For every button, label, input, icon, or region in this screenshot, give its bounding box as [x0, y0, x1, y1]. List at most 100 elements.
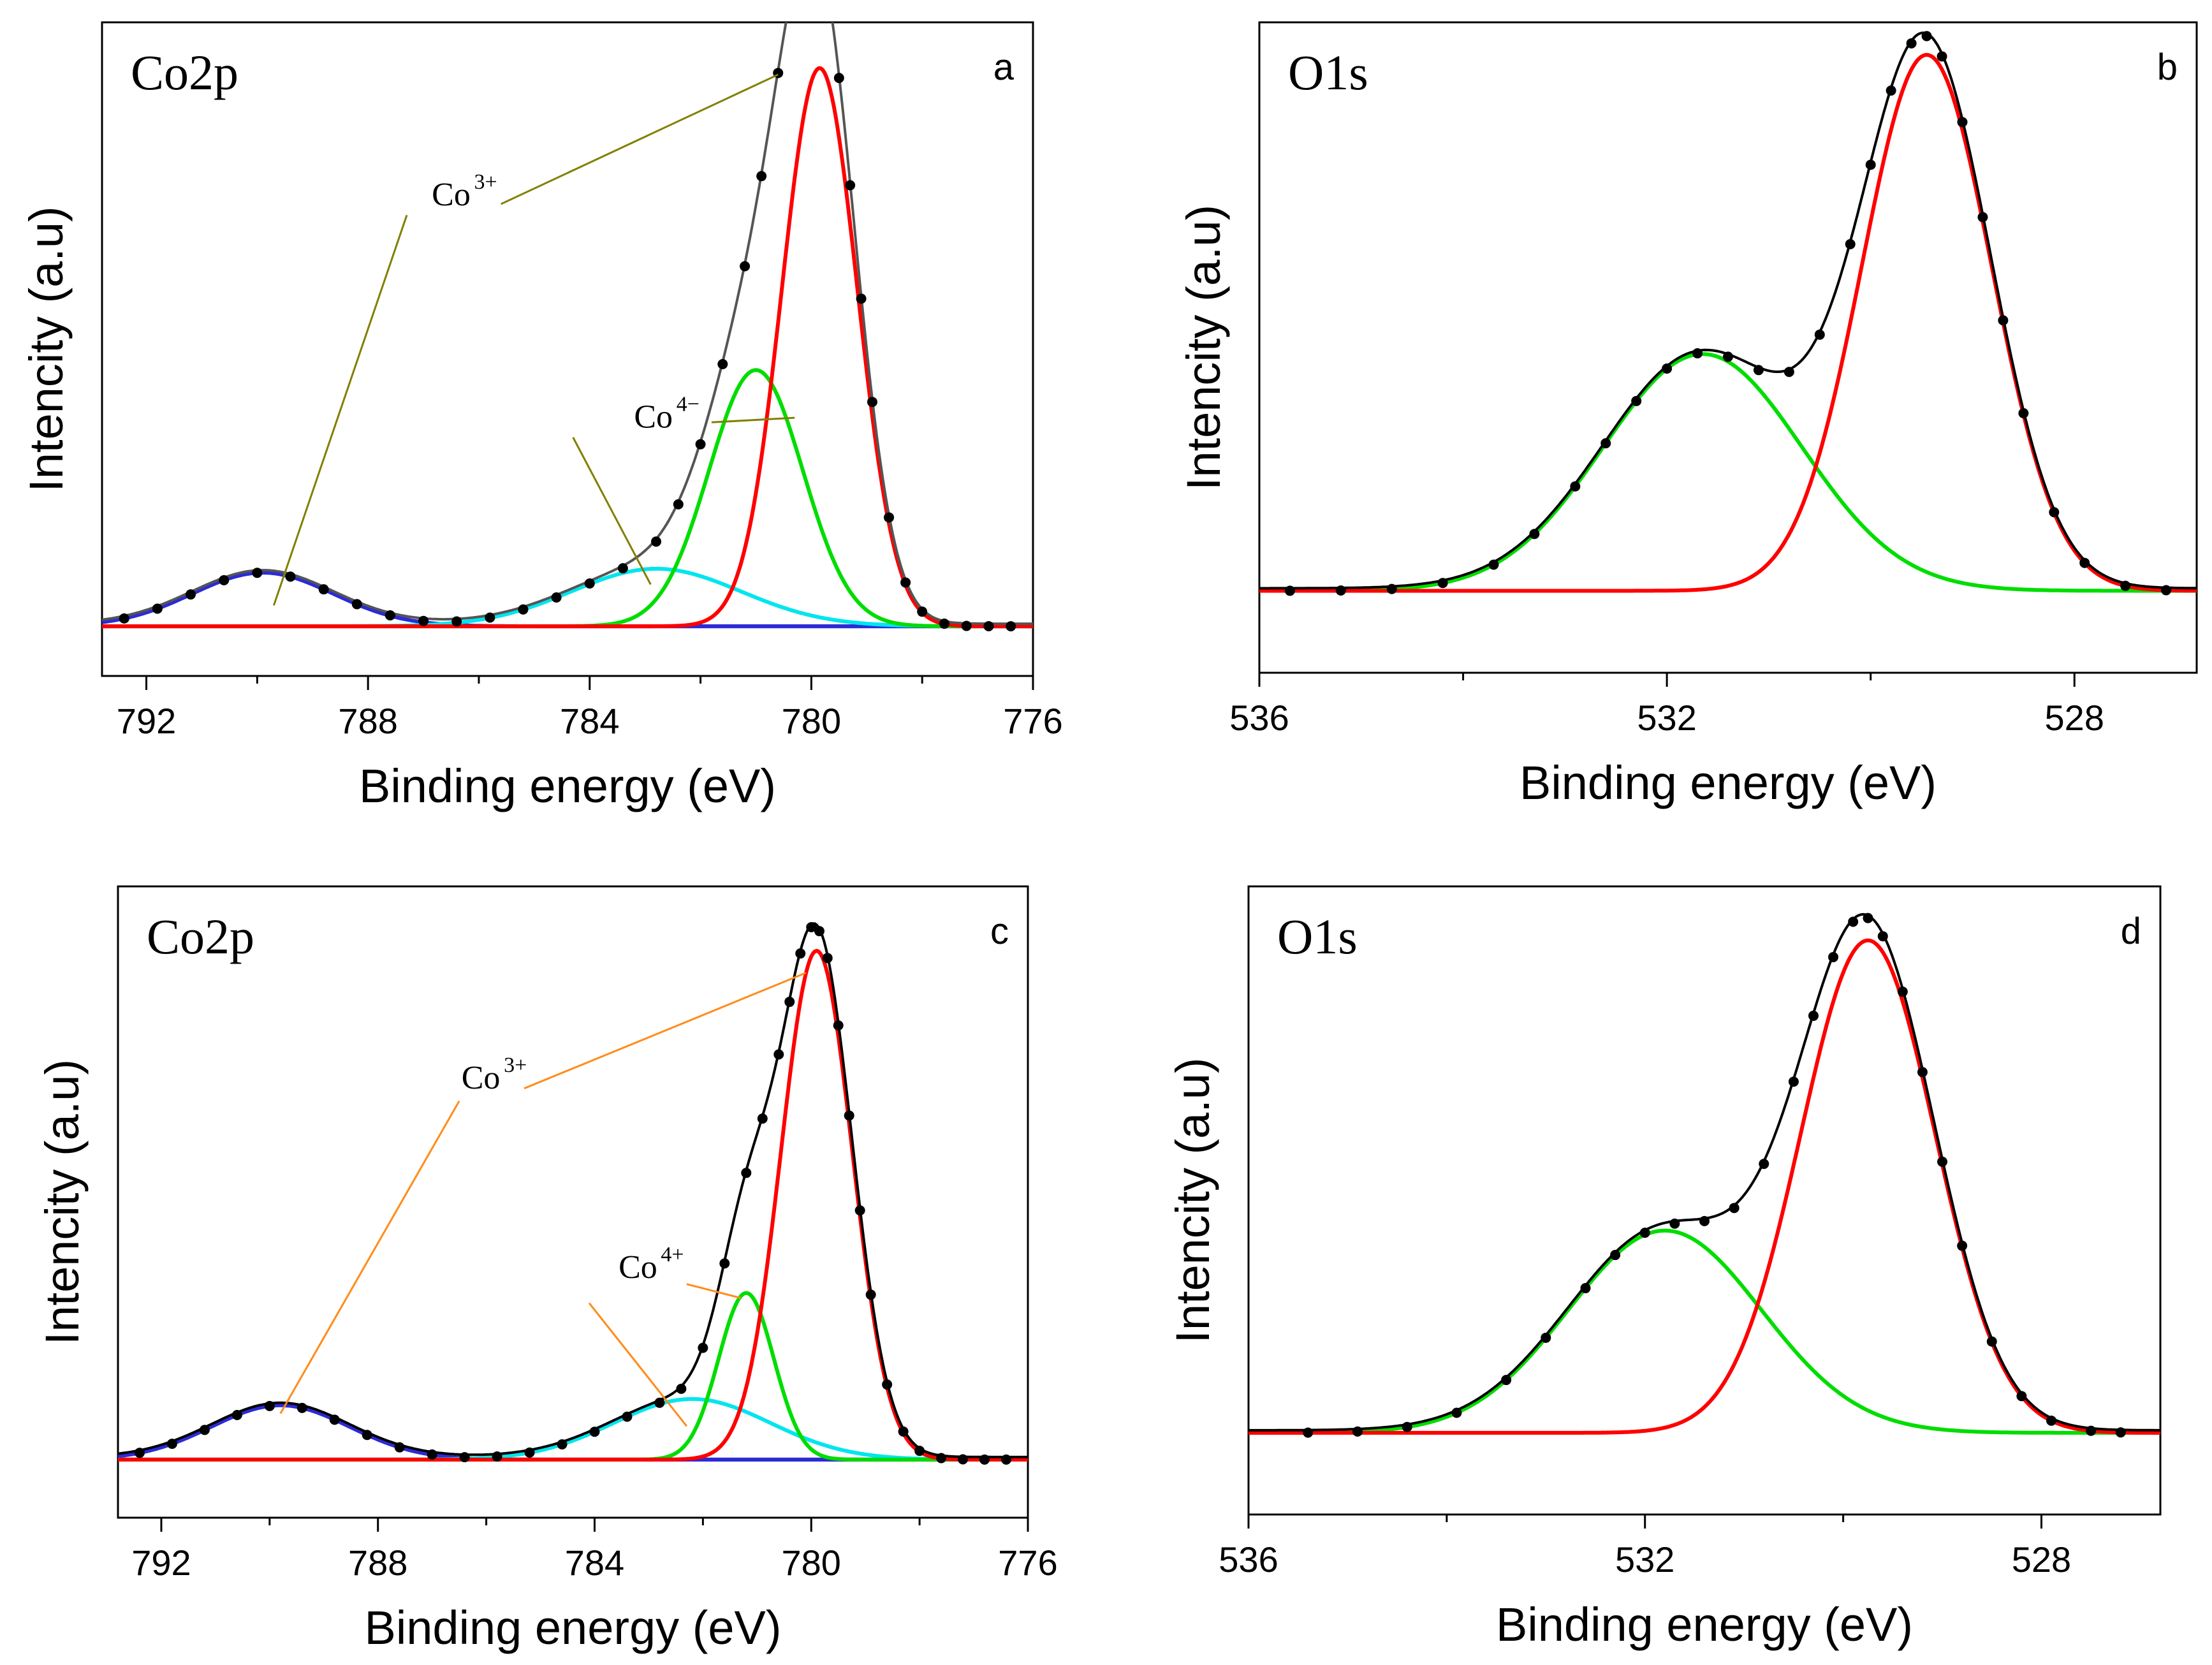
data-point	[1753, 365, 1764, 376]
y-axis-title: Intencity (a.u)	[1166, 1057, 1219, 1343]
x-tick-label: 776	[998, 1543, 1057, 1583]
x-tick-label: 532	[1637, 698, 1696, 738]
x-tick-label: 784	[565, 1543, 624, 1583]
data-point	[1610, 1250, 1621, 1261]
data-point	[1877, 931, 1888, 942]
data-point	[740, 261, 751, 272]
x-tick-label: 788	[348, 1543, 407, 1583]
data-point	[1814, 329, 1825, 340]
data-point	[134, 1448, 145, 1458]
data-point	[806, 922, 817, 933]
data-point	[1699, 1215, 1710, 1226]
data-point	[418, 615, 429, 626]
data-point	[1921, 31, 1932, 41]
annotation-label: Co	[634, 399, 673, 436]
annotation-leader	[501, 73, 779, 205]
data-point	[1001, 1454, 1012, 1465]
data-point	[979, 1454, 990, 1465]
data-point	[1600, 438, 1611, 449]
annotation-sup: 4+	[661, 1243, 684, 1266]
plot-frame	[101, 21, 1034, 677]
data-point	[844, 1110, 854, 1121]
data-point	[1848, 916, 1859, 927]
data-point	[1957, 1240, 1968, 1251]
annotation-leader	[279, 1100, 460, 1414]
x-tick-label: 536	[1219, 1539, 1278, 1580]
data-point	[884, 512, 895, 523]
data-point	[1917, 1067, 1928, 1078]
data-point	[2079, 557, 2090, 568]
annotation-sup: 4−	[677, 393, 699, 416]
data-point	[939, 619, 949, 629]
data-point	[1580, 1283, 1591, 1294]
data-point	[2018, 408, 2029, 419]
data-point	[451, 616, 462, 627]
data-point	[958, 1454, 969, 1465]
data-point	[756, 171, 767, 182]
data-point	[1906, 38, 1917, 48]
data-point	[1784, 367, 1794, 378]
x-tick-label: 528	[2012, 1539, 2071, 1580]
data-point	[654, 1397, 665, 1408]
data-point	[231, 1410, 242, 1421]
data-point	[1986, 1336, 1997, 1347]
data-point	[1501, 1375, 1512, 1386]
annotation-label: Co	[619, 1249, 657, 1286]
data-point	[867, 397, 877, 407]
data-point	[1729, 1203, 1740, 1214]
data-point	[1937, 1156, 1948, 1167]
data-point	[2161, 585, 2172, 596]
x-tick-label: 792	[131, 1543, 191, 1583]
data-point	[1788, 1076, 1799, 1087]
panel-title: Co2p	[147, 909, 254, 964]
panel-letter: d	[2121, 911, 2141, 952]
data-point	[2120, 580, 2131, 591]
panel-d: 536 532 528 Binding energy (eV) Intencity (a…	[1166, 885, 2162, 1651]
component-peak-adsorbed-o	[1249, 1228, 2160, 1435]
x-tick-label: 776	[1003, 701, 1062, 741]
x-tick-label: 528	[2045, 698, 2104, 738]
data-point	[557, 1439, 568, 1450]
panel-title: Co2p	[131, 45, 238, 100]
data-point	[695, 439, 706, 450]
data-point	[152, 603, 163, 614]
data-point	[865, 1289, 876, 1300]
data-point	[1402, 1421, 1412, 1432]
data-point	[882, 1379, 893, 1390]
data-point	[2016, 1391, 2027, 1402]
annotation-label: Co	[432, 177, 471, 213]
panel-letter: a	[993, 47, 1014, 88]
data-point	[1006, 621, 1016, 632]
data-point	[719, 1258, 730, 1269]
data-point	[1897, 987, 1908, 997]
data-point	[394, 1442, 405, 1453]
data-point	[961, 620, 972, 631]
data-point	[1828, 951, 1839, 962]
annotation-sup: 3+	[474, 170, 497, 194]
component-peak-co3-main-	[102, 66, 1033, 629]
data-point	[773, 1049, 784, 1060]
data-point	[757, 1113, 768, 1124]
data-point	[1669, 1218, 1680, 1229]
data-point	[1998, 315, 2009, 326]
data-point	[1335, 585, 1346, 596]
x-tick-label: 792	[117, 701, 176, 741]
panel-c: 792 788 784 780 776 Binding energy (eV) Intenc…	[36, 885, 1058, 1654]
data-point	[589, 1427, 600, 1437]
x-axis-title: Binding energy (eV)	[359, 759, 776, 812]
panel-title: O1s	[1288, 45, 1368, 100]
data-point	[1570, 481, 1581, 492]
data-point	[1386, 583, 1397, 594]
data-point	[1845, 238, 1856, 249]
data-point	[362, 1430, 372, 1441]
data-point	[673, 499, 684, 510]
data-point	[814, 926, 824, 937]
x-axis-title: Binding energy (eV)	[1520, 756, 1937, 809]
data-point	[622, 1411, 633, 1422]
data-point	[833, 73, 844, 84]
data-point	[2086, 1425, 2097, 1436]
data-point	[119, 613, 129, 624]
x-tick-label: 788	[338, 701, 397, 741]
data-point	[1759, 1159, 1769, 1170]
